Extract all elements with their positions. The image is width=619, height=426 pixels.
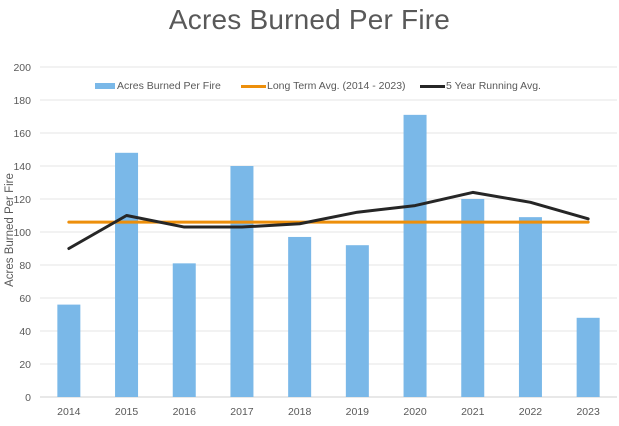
bar xyxy=(461,199,485,397)
legend-label: Long Term Avg. (2014 - 2023) xyxy=(267,80,406,92)
y-axis-ticks: 0 20 40 60 80 100 120 140 160 180 200 xyxy=(13,62,31,404)
bar xyxy=(172,263,196,397)
x-tick-label: 2015 xyxy=(115,406,139,418)
y-tick-label: 160 xyxy=(13,128,31,140)
y-tick-label: 60 xyxy=(19,293,31,305)
bar xyxy=(518,217,542,397)
bar xyxy=(115,152,139,397)
y-tick-label: 40 xyxy=(19,326,31,338)
bar xyxy=(230,166,254,397)
bar xyxy=(576,317,600,397)
x-axis-ticks: 2014 2015 2016 2017 2018 2019 2020 2021 2022 2023 xyxy=(57,406,600,418)
y-tick-label: 200 xyxy=(13,62,31,74)
x-tick-label: 2014 xyxy=(57,406,81,418)
x-tick-label: 2016 xyxy=(173,406,197,418)
bar-series xyxy=(57,114,600,397)
bar xyxy=(57,304,81,397)
x-tick-label: 2017 xyxy=(230,406,254,418)
y-tick-label: 20 xyxy=(19,359,31,371)
line-series xyxy=(67,190,590,250)
y-tick-label: 0 xyxy=(25,392,31,404)
y-tick-label: 120 xyxy=(13,194,31,206)
chart-title: Acres Burned Per Fire xyxy=(168,4,451,35)
legend-swatch-bar xyxy=(95,83,115,89)
x-tick-label: 2018 xyxy=(288,406,312,418)
x-tick-label: 2022 xyxy=(519,406,543,418)
bar xyxy=(288,236,312,397)
x-tick-label: 2023 xyxy=(576,406,600,418)
legend-item-long-term-avg: Long Term Avg. (2014 - 2023) xyxy=(241,80,406,92)
legend-swatch-line xyxy=(420,84,445,88)
bar xyxy=(403,114,427,397)
legend-label: 5 Year Running Avg. xyxy=(446,80,541,92)
legend-item-bars: Acres Burned Per Fire xyxy=(95,80,221,92)
legend: Acres Burned Per Fire Long Term Avg. (20… xyxy=(0,80,619,96)
x-tick-label: 2020 xyxy=(403,406,427,418)
legend-label: Acres Burned Per Fire xyxy=(117,80,221,92)
bar xyxy=(345,245,369,397)
y-tick-label: 140 xyxy=(13,161,31,173)
running-avg-line xyxy=(67,190,590,250)
x-tick-label: 2019 xyxy=(346,406,370,418)
x-tick-label: 2021 xyxy=(461,406,485,418)
y-tick-label: 80 xyxy=(19,260,31,272)
y-axis-label: Acres Burned Per Fire xyxy=(4,173,16,287)
y-tick-label: 100 xyxy=(13,227,31,239)
legend-item-running-avg: 5 Year Running Avg. xyxy=(420,80,541,92)
y-tick-label: 180 xyxy=(13,95,31,107)
legend-swatch-line xyxy=(241,84,266,88)
